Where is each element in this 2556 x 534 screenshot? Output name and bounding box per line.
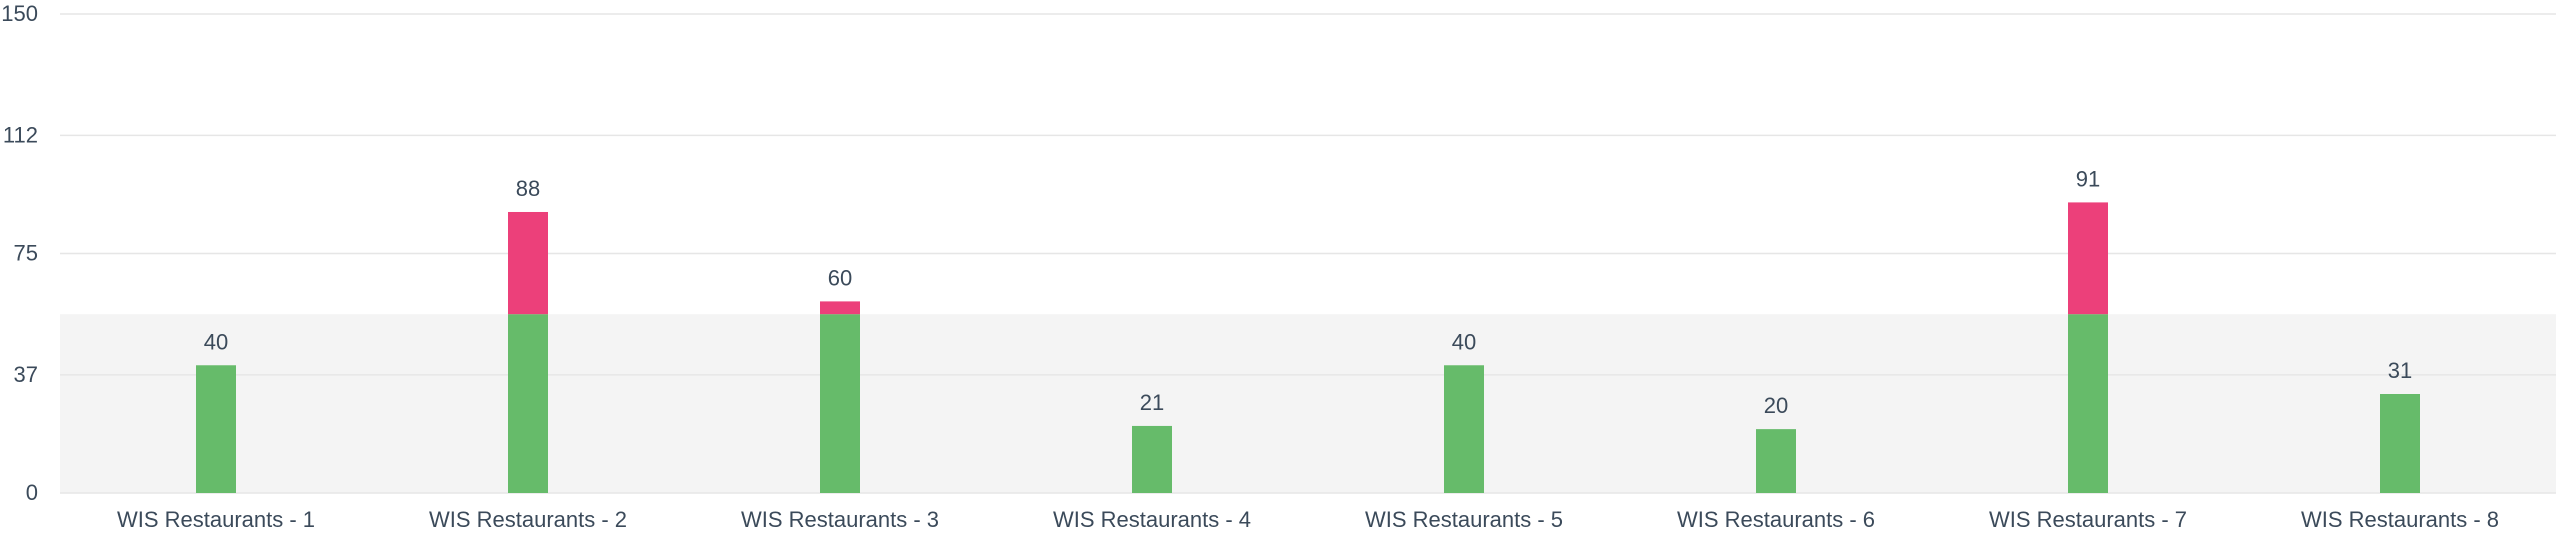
bar-segment-base bbox=[2380, 394, 2420, 493]
y-tick-label: 0 bbox=[26, 480, 38, 505]
y-tick-label: 75 bbox=[14, 241, 38, 266]
bar-segment-base bbox=[1132, 425, 1172, 493]
x-category-label: WIS Restaurants - 2 bbox=[429, 507, 627, 532]
bar-segment-base bbox=[1444, 365, 1484, 493]
x-category-label: WIS Restaurants - 8 bbox=[2301, 507, 2499, 532]
data-label: 31 bbox=[2388, 358, 2412, 383]
bar-segment-excess bbox=[508, 211, 548, 315]
bar-segment-base bbox=[196, 365, 236, 493]
y-tick-label: 150 bbox=[1, 1, 38, 26]
x-category-label: WIS Restaurants - 7 bbox=[1989, 507, 2187, 532]
data-label: 40 bbox=[1452, 329, 1476, 354]
threshold-band bbox=[60, 314, 2556, 493]
data-label: 21 bbox=[1140, 390, 1164, 415]
bar-segment-base bbox=[2068, 314, 2108, 493]
x-category-label: WIS Restaurants - 4 bbox=[1053, 507, 1251, 532]
bar-segment-base bbox=[508, 314, 548, 493]
data-label: 40 bbox=[204, 329, 228, 354]
bar-segment-base bbox=[1756, 429, 1796, 493]
bar-segment-base bbox=[820, 314, 860, 493]
bar-segment-excess bbox=[2068, 202, 2108, 315]
data-label: 20 bbox=[1764, 393, 1788, 418]
data-label: 91 bbox=[2076, 166, 2100, 191]
x-category-label: WIS Restaurants - 6 bbox=[1677, 507, 1875, 532]
x-category-label: WIS Restaurants - 1 bbox=[117, 507, 315, 532]
data-label: 60 bbox=[828, 265, 852, 290]
x-category-label: WIS Restaurants - 3 bbox=[741, 507, 939, 532]
bar-segment-excess bbox=[820, 301, 860, 315]
data-label: 88 bbox=[516, 176, 540, 201]
y-tick-label: 112 bbox=[3, 122, 38, 147]
x-category-label: WIS Restaurants - 5 bbox=[1365, 507, 1563, 532]
y-tick-label: 37 bbox=[14, 362, 38, 387]
